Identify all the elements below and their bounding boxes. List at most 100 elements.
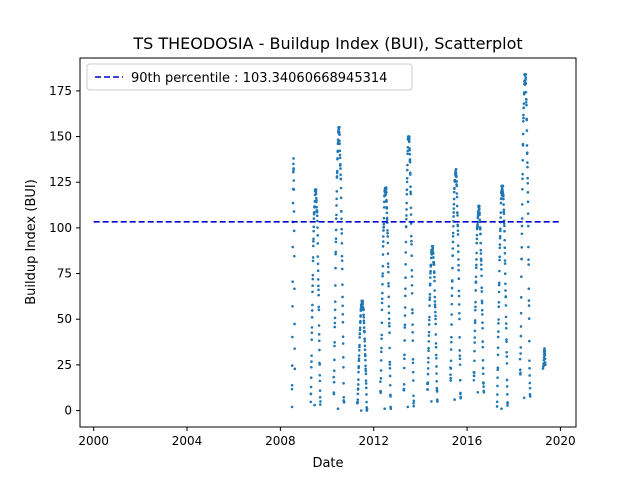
scatter-point [341,335,345,339]
scatter-point [357,370,360,374]
scatter-point [386,241,390,245]
scatter-point [473,336,477,339]
scatter-point [342,395,346,399]
scatter-point [364,382,368,385]
scatter-point [428,304,431,307]
scatter-point [520,203,524,206]
scatter-point [363,344,367,348]
scatter-point [497,305,501,308]
scatter-point [526,212,530,215]
scatter-point [317,288,320,292]
scatter-point [357,365,361,368]
scatter-point [504,282,507,286]
scatter-point [505,340,508,343]
scatter-point [505,385,509,388]
scatter-point [387,282,390,285]
scatter-point [504,289,507,292]
scatter-point [503,259,507,262]
scatter-point [292,229,296,233]
scatter-point [427,330,431,334]
scatter-point [291,201,295,205]
scatter-point [543,353,547,357]
scatter-point [364,367,367,371]
scatter-point [434,310,437,314]
scatter-point [479,252,483,255]
scatter-point [311,303,314,307]
scatter-point [480,301,484,305]
scatter-point [315,200,318,204]
scatter-point [498,258,501,262]
scatter-point [452,202,456,206]
scatter-point [387,317,391,321]
scatter-point [522,396,526,400]
scatter-point [480,290,484,293]
scatter-point [450,313,453,316]
scatter-point [457,268,460,272]
scatter-point [387,321,391,325]
scatter-point [458,354,462,357]
scatter-point [481,366,485,370]
scatter-point [478,207,481,210]
scatter-point [403,323,407,327]
scatter-point [525,151,529,154]
scatter-point [499,211,503,214]
scatter-point [408,137,411,140]
scatter-point [409,213,413,216]
scatter-point [527,304,531,307]
scatter-point [335,197,338,201]
scatter-point [411,331,414,334]
scatter-point [410,242,413,246]
scatter-point [433,289,436,292]
scatter-point [520,275,523,279]
scatter-point [311,244,315,248]
scatter-point [334,217,338,220]
scatter-point [522,102,526,105]
scatter-point [408,148,411,152]
scatter-point [404,287,407,290]
scatter-point [456,214,459,217]
scatter-point [408,160,412,164]
scatter-point [408,147,411,150]
scatter-point [361,299,365,303]
scatter-point [332,380,336,384]
scatter-point [403,306,407,309]
scatter-point [292,162,295,166]
scatter-point [474,300,477,304]
scatter-point [409,234,413,238]
scatter-point [474,289,477,292]
scatter-point [497,290,501,294]
scatter-point [403,314,407,317]
y-tick-label: 100 [49,221,72,235]
scatter-point [543,349,546,353]
scatter-point [504,304,508,307]
scatter-point [403,353,406,357]
scatter-point [363,348,367,352]
scatter-point [341,342,345,345]
scatter-point [402,383,406,386]
scatter-point [403,357,406,361]
scatter-point [476,216,480,220]
scatter-point [504,326,508,330]
scatter-point [335,171,339,175]
y-tick-label: 50 [57,312,72,326]
scatter-point [526,200,530,204]
plot-frame [79,57,577,428]
scatter-point [478,227,482,231]
scatter-point [524,73,527,76]
scatter-point [292,157,295,160]
scatter-point [333,341,336,344]
scatter-point [519,346,523,349]
scatter-point [379,380,382,383]
scatter-point [480,308,484,312]
scatter-point [473,319,477,322]
scatter-point [317,339,321,343]
scatter-point [340,217,343,221]
x-tick-label: 2012 [358,434,389,448]
scatter-point [428,296,432,299]
scatter-point [503,224,506,228]
scatter-point [476,390,480,394]
scatter-point [359,409,363,412]
scatter-point [293,287,296,291]
scatter-point [481,321,484,324]
